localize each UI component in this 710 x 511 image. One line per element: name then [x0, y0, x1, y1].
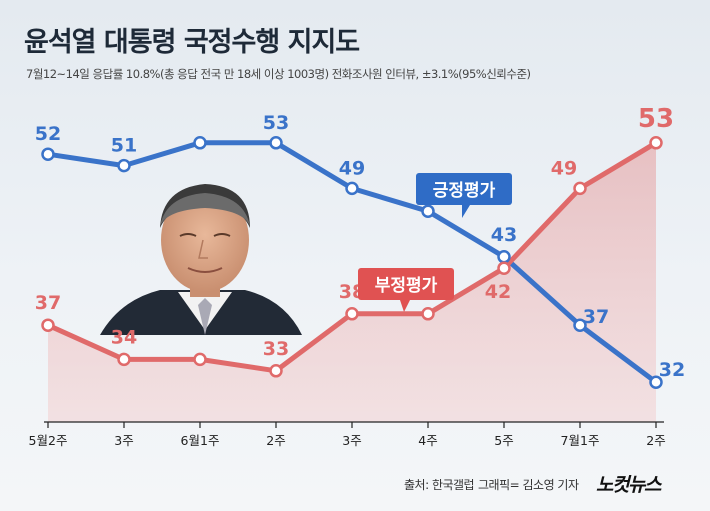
positive-series-markers	[41, 136, 663, 389]
x-axis-ticks	[47, 422, 657, 428]
positive-legend-callout: 긍정평가	[416, 173, 512, 218]
positive-marker-1	[117, 158, 131, 173]
x-tick-label-6: 5주	[494, 433, 513, 448]
negative-marker-2	[193, 352, 207, 367]
chart-subtitle: 7월12~14일 응답률 10.8%(총 응답 전국 만 18세 이상 1003…	[26, 67, 531, 81]
x-tick-label-2: 6월1주	[181, 433, 220, 448]
negative-data-label-3: 33	[263, 338, 289, 360]
positive-marker-5	[421, 204, 435, 218]
negative-data-label-0: 37	[35, 292, 61, 314]
negative-marker-0	[41, 318, 55, 332]
positive-data-label-1: 51	[111, 135, 137, 157]
positive-data-label-0: 52	[35, 123, 61, 145]
president-portrait	[100, 184, 302, 335]
positive-data-label-3: 53	[263, 112, 289, 134]
x-tick-label-1: 3주	[114, 433, 133, 448]
positive-marker-8	[649, 375, 663, 389]
negative-data-label-7: 49	[551, 157, 577, 179]
negative-marker-8	[649, 136, 663, 150]
negative-area-fill	[48, 142, 656, 423]
x-tick-label-4: 3주	[342, 433, 361, 448]
negative-legend-label: 부정평가	[375, 276, 438, 296]
x-tick-label-0: 5월2주	[29, 433, 68, 448]
positive-marker-6	[497, 250, 511, 264]
positive-marker-3	[269, 136, 283, 150]
negative-data-label-1: 34	[111, 326, 137, 348]
negative-data-label-8: 53	[638, 104, 674, 134]
x-tick-label-8: 2주	[646, 433, 665, 448]
positive-data-label-8: 32	[659, 359, 685, 381]
negative-marker-6	[497, 261, 511, 275]
positive-marker-0	[41, 147, 55, 161]
positive-marker-4	[345, 181, 359, 196]
source-credit: 출처: 한국갤럽	[404, 478, 475, 492]
positive-marker-2	[193, 136, 207, 150]
x-tick-label-3: 2주	[266, 433, 285, 448]
negative-series-markers	[41, 136, 663, 378]
negative-marker-7	[573, 181, 587, 196]
positive-legend-label: 긍정평가	[433, 181, 496, 201]
graphic-credit: 그래픽= 김소영 기자	[478, 478, 579, 492]
chart-title: 윤석열 대통령 국정수행 지지도	[24, 27, 360, 58]
positive-data-label-4: 49	[339, 157, 365, 179]
negative-legend-callout: 부정평가	[358, 268, 454, 312]
negative-marker-3	[269, 364, 283, 378]
x-tick-label-7: 7월1주	[561, 433, 600, 448]
negative-marker-1	[117, 352, 131, 367]
x-axis-labels: 5월2주 3주 6월1주 2주 3주 4주 5주 7월1주 2주	[29, 433, 666, 448]
negative-data-label-6: 42	[485, 281, 511, 303]
x-tick-label-5: 4주	[418, 433, 437, 448]
positive-data-label-6: 43	[491, 224, 517, 246]
positive-marker-7	[573, 318, 587, 332]
negative-marker-5	[421, 307, 435, 321]
negative-marker-4	[345, 307, 359, 321]
publisher-logo: 노컷뉴스	[596, 474, 661, 496]
positive-data-label-7: 37	[583, 306, 609, 328]
positive-series-labels: 52 51 53 49 43 37 32	[35, 112, 685, 381]
